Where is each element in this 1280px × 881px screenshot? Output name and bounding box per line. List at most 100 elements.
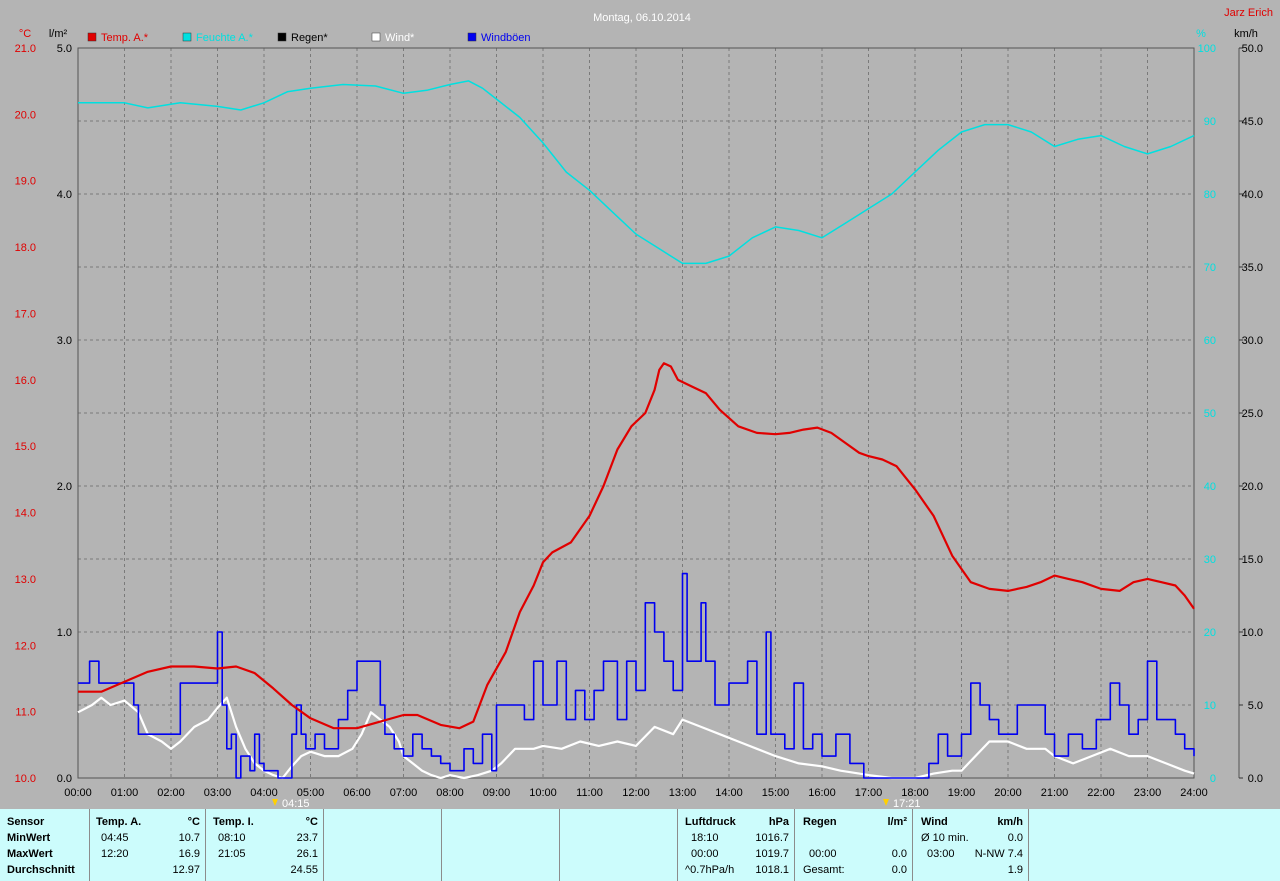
- x-tick-label: 13:00: [669, 787, 697, 799]
- wind-max-time: 03:00: [927, 848, 955, 860]
- pressure-min-value: 1016.7: [755, 832, 789, 844]
- wind-min-value: 0.0: [1007, 832, 1023, 844]
- rain-total-label: Gesamt:: [803, 864, 845, 876]
- wind-tick-label: 50.0: [1242, 43, 1263, 55]
- humidity-tick-label: 70: [1204, 262, 1216, 274]
- humidity-tick-label: 100: [1198, 43, 1216, 55]
- x-tick-label: 04:00: [250, 787, 278, 799]
- rain-unit: l/m²: [887, 816, 907, 828]
- temp-tick-label: 19.0: [15, 176, 36, 188]
- sunset-label: 17:21: [893, 798, 921, 809]
- pressure-column: Luftdruck hPa 18:10 1016.7 00:00 1019.7 …: [677, 809, 795, 881]
- legend-swatch: [467, 32, 477, 42]
- wind-tick-label: 15.0: [1242, 554, 1263, 566]
- wind-tick-label: 0.0: [1248, 773, 1263, 785]
- x-tick-label: 24:00: [1180, 787, 1208, 799]
- legend-label: Temp. A.*: [101, 32, 149, 44]
- x-tick-label: 01:00: [111, 787, 139, 799]
- temp-i-unit: °C: [305, 816, 318, 828]
- x-tick-label: 11:00: [576, 787, 603, 799]
- pressure-header: Luftdruck: [685, 816, 736, 828]
- x-tick-label: 16:00: [808, 787, 836, 799]
- wind-tick-label: 5.0: [1248, 700, 1263, 712]
- x-tick-label: 20:00: [994, 787, 1022, 799]
- temp-tick-label: 20.0: [15, 109, 36, 121]
- humidity-tick-label: 0: [1210, 773, 1216, 785]
- legend-label: Regen*: [291, 32, 328, 44]
- series-line-windb-en: [78, 572, 1195, 779]
- chart-background: [0, 0, 1280, 809]
- wind-header: Wind: [921, 816, 948, 828]
- legend-swatch: [87, 32, 97, 42]
- rain-unit: l/m²: [49, 28, 68, 40]
- rain-tick-label: 3.0: [57, 335, 72, 347]
- axes-layer: 21.0 20.0 19.0 18.0 17.0 16.0 15.0 14.0 13.0 12.0…: [15, 43, 1263, 799]
- temp-a-max-value: 16.9: [178, 848, 200, 860]
- humidity-tick-label: 90: [1204, 116, 1216, 128]
- sunset-marker: [883, 799, 889, 806]
- pressure-max-value: 1019.7: [755, 848, 789, 860]
- rain-max-time: 00:00: [809, 848, 837, 860]
- wind-tick-label: 25.0: [1242, 408, 1263, 420]
- pressure-trend: ^0.7hPa/h: [685, 864, 735, 876]
- humidity-tick-label: 60: [1204, 335, 1216, 347]
- x-tick-label: 00:00: [64, 787, 92, 799]
- rain-tick-label: 4.0: [57, 189, 72, 201]
- wind-tick-label: 35.0: [1242, 262, 1263, 274]
- chart-title: Montag, 06.10.2014: [593, 12, 691, 24]
- temp-tick-label: 16.0: [15, 375, 36, 387]
- temp-a-column: Temp. A. °C 04:45 10.7 12:20 16.9 12.97: [89, 809, 206, 881]
- rain-tick-label: 2.0: [57, 481, 72, 493]
- pressure-avg-value: 1018.1: [755, 864, 789, 876]
- temp-i-column: Temp. I. °C 08:10 23.7 21:05 26.1 24.55: [205, 809, 324, 881]
- wind-tick-label: 20.0: [1242, 481, 1263, 493]
- rain-header: Regen: [803, 816, 837, 828]
- temp-i-max-value: 26.1: [296, 848, 318, 860]
- legend-swatch: [371, 32, 381, 42]
- wind-avg-value: 1.9: [1007, 864, 1023, 876]
- x-tick-label: 08:00: [436, 787, 464, 799]
- durchschnitt-label: Durchschnitt: [7, 864, 75, 876]
- wind-tick-label: 10.0: [1242, 627, 1263, 639]
- empty-column-1: [323, 809, 442, 881]
- sunrise-marker: [272, 799, 278, 806]
- wind-tick-label: 30.0: [1242, 335, 1263, 347]
- x-tick-label: 10:00: [529, 787, 557, 799]
- temp-tick-label: 15.0: [15, 441, 36, 453]
- temp-unit: °C: [19, 28, 31, 40]
- x-tick-label: 07:00: [390, 787, 418, 799]
- series-line-feuchte-a: [78, 80, 1195, 265]
- sunrise-label: 04:15: [282, 798, 310, 809]
- legend-swatch: [182, 32, 192, 42]
- minwert-label: MinWert: [7, 832, 51, 844]
- humidity-tick-label: 80: [1204, 189, 1216, 201]
- temp-tick-label: 14.0: [15, 508, 36, 520]
- pressure-min-time: 18:10: [691, 832, 719, 844]
- temp-a-max-time: 12:20: [101, 848, 129, 860]
- temp-tick-label: 17.0: [15, 308, 36, 320]
- sensor-column: Sensor MinWert MaxWert Durchschnitt: [0, 809, 89, 881]
- series-line-wind: [77, 696, 1195, 780]
- x-tick-label: 06:00: [343, 787, 371, 799]
- x-tick-label: 21:00: [1041, 787, 1069, 799]
- humidity-tick-label: 20: [1204, 627, 1216, 639]
- x-tick-label: 17:00: [855, 787, 883, 799]
- temp-tick-label: 13.0: [15, 574, 36, 586]
- wind-tick-label: 45.0: [1242, 116, 1263, 128]
- rain-column: Regen l/m² 00:00 0.0 Gesamt: 0.0: [794, 809, 913, 881]
- wind-min-label: Ø 10 min.: [921, 832, 969, 844]
- empty-column-3: [559, 809, 678, 881]
- series-layer: [77, 80, 1195, 780]
- humidity-tick-label: 10: [1204, 700, 1216, 712]
- maxwert-label: MaxWert: [7, 848, 53, 860]
- rain-tick-label: 0.0: [57, 773, 72, 785]
- plot-border: [77, 47, 1195, 779]
- temp-tick-label: 12.0: [15, 640, 36, 652]
- legend: Temp. A.* Feuchte A.* Regen* Wind* Windböen: [87, 32, 531, 44]
- wind-max-value: N-NW 7.4: [974, 848, 1023, 860]
- x-tick-label: 12:00: [622, 787, 650, 799]
- legend-swatch: [277, 32, 287, 42]
- temp-i-min-value: 23.7: [296, 832, 318, 844]
- x-tick-label: 14:00: [715, 787, 743, 799]
- legend-label: Wind*: [385, 32, 415, 44]
